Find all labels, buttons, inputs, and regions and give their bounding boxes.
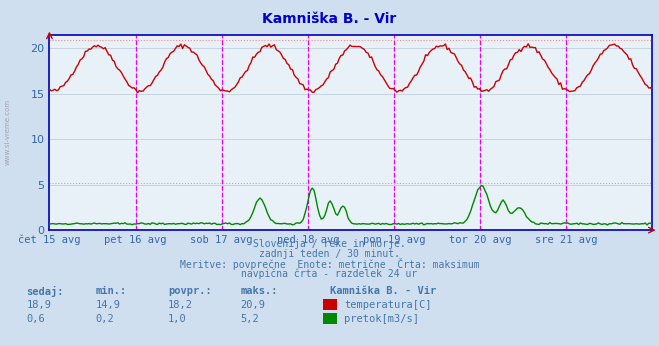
Text: 20,9: 20,9 (241, 300, 266, 310)
Text: 18,9: 18,9 (26, 300, 51, 310)
Text: min.:: min.: (96, 286, 127, 296)
Text: 14,9: 14,9 (96, 300, 121, 310)
Text: www.si-vreme.com: www.si-vreme.com (4, 98, 11, 165)
Text: 18,2: 18,2 (168, 300, 193, 310)
Text: temperatura[C]: temperatura[C] (344, 300, 432, 310)
Text: 1,0: 1,0 (168, 314, 186, 324)
Text: sedaj:: sedaj: (26, 286, 64, 297)
Text: navpična črta - razdelek 24 ur: navpična črta - razdelek 24 ur (241, 268, 418, 279)
Text: zadnji teden / 30 minut.: zadnji teden / 30 minut. (259, 249, 400, 259)
Text: Meritve: povprečne  Enote: metrične  Črta: maksimum: Meritve: povprečne Enote: metrične Črta:… (180, 258, 479, 270)
Text: maks.:: maks.: (241, 286, 278, 296)
Text: 0,2: 0,2 (96, 314, 114, 324)
Text: pretok[m3/s]: pretok[m3/s] (344, 314, 419, 324)
Text: Slovenija / reke in morje.: Slovenija / reke in morje. (253, 239, 406, 249)
Text: povpr.:: povpr.: (168, 286, 212, 296)
Text: Kamniška B. - Vir: Kamniška B. - Vir (262, 12, 397, 26)
Text: 5,2: 5,2 (241, 314, 259, 324)
Text: 0,6: 0,6 (26, 314, 45, 324)
Text: Kamniška B. - Vir: Kamniška B. - Vir (330, 286, 436, 296)
